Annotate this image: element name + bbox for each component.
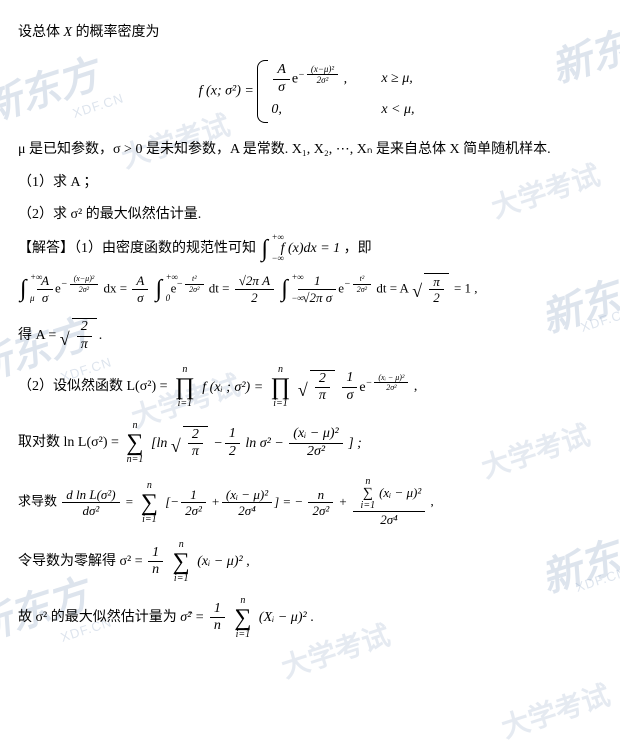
solution-2-final: 故 σ² 的最大似然估计量为 σ̂² = 1n n∑i=1 (Xᵢ − μ)² … xyxy=(18,596,602,640)
solution-2-likelihood: （2）设似然函数 L(σ²) = n∏i=1 f (xᵢ ; σ²) = n∏i… xyxy=(18,365,602,409)
question-1: （1）求 A ； xyxy=(18,172,602,194)
density-definition: f (x; σ²) = Aσe−(x−μ)²2σ² , x ≥ μ, 0, x … xyxy=(18,56,602,127)
solution-1-result: 得 A = 2π. xyxy=(18,318,602,354)
solution-1-intro: 【解答】（1）由密度函数的规范性可知 ∫+∞−∞ f (x)dx = 1 ，即 xyxy=(18,237,602,261)
intro-line: 设总体 X 的概率密度为 xyxy=(18,22,602,44)
solution-2-loglikelihood: 取对数 ln L(σ²) = n∑n=1 [ln 2π −12 ln σ² − … xyxy=(18,421,602,465)
solution-1-integral: ∫+∞μ Aσe−(x−μ)²2σ² dx = Aσ ∫+∞0 e−t²2σ² … xyxy=(18,273,602,306)
question-2: （2）求 σ² 的最大似然估计量. xyxy=(18,204,602,226)
params-line: μ 是已知参数，σ > 0 是未知参数，A 是常数. X₁, X₂, ⋯, Xₙ… xyxy=(18,139,602,161)
document-body: 设总体 X 的概率密度为 f (x; σ²) = Aσe−(x−μ)²2σ² ,… xyxy=(18,22,602,640)
solution-2-solve: 令导数为零解得 σ² = 1n n∑i=1 (xᵢ − μ)² , xyxy=(18,540,602,584)
solution-2-derivative: 求导数 d ln L(σ²)dσ² = n∑i=1 [−12σ² +(xᵢ − … xyxy=(18,477,602,528)
watermark-text: 大学考试 xyxy=(496,674,616,751)
